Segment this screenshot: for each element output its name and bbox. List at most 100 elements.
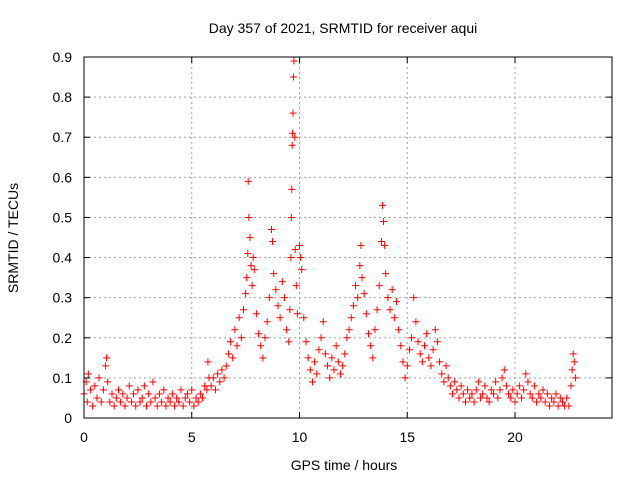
- data-point: [347, 314, 355, 322]
- data-point: [543, 390, 551, 398]
- data-point: [89, 402, 97, 410]
- data-point: [515, 382, 523, 390]
- data-point: [313, 370, 321, 378]
- data-point: [371, 326, 379, 334]
- data-point: [357, 242, 365, 250]
- data-point: [466, 394, 474, 402]
- data-point: [291, 133, 299, 141]
- data-point: [336, 370, 344, 378]
- y-tick-label: 0: [64, 410, 72, 426]
- data-point: [93, 394, 101, 402]
- data-point: [181, 394, 189, 402]
- data-point: [414, 338, 422, 346]
- data-point: [377, 238, 385, 246]
- y-tick-labels: 0 0.1 0.2 0.3 0.4 0.5 0.6 0.7 0.8 0.9: [53, 49, 73, 426]
- data-point: [272, 286, 280, 294]
- data-point: [99, 386, 107, 394]
- data-point: [416, 350, 424, 358]
- data-point: [142, 402, 150, 410]
- data-point: [436, 358, 444, 366]
- y-tick-label: 0.5: [53, 209, 73, 225]
- data-point: [433, 338, 441, 346]
- data-point: [289, 73, 297, 81]
- data-point: [481, 382, 489, 390]
- data-point: [102, 362, 110, 370]
- data-point: [438, 370, 446, 378]
- data-point: [431, 326, 439, 334]
- data-point: [306, 366, 314, 374]
- data-point: [380, 217, 388, 225]
- data-point: [360, 290, 368, 298]
- y-tick-label: 0.3: [53, 290, 73, 306]
- data-point: [505, 390, 513, 398]
- data-point: [227, 338, 235, 346]
- data-point: [468, 390, 476, 398]
- data-point: [487, 386, 495, 394]
- data-point: [343, 334, 351, 342]
- data-point: [362, 310, 370, 318]
- data-point: [319, 318, 327, 326]
- data-point: [502, 382, 510, 390]
- data-point: [207, 382, 215, 390]
- data-point: [140, 382, 148, 390]
- data-point: [117, 398, 125, 406]
- data-point: [558, 398, 566, 406]
- data-points: [80, 57, 579, 410]
- data-point: [239, 306, 247, 314]
- data-point: [474, 378, 482, 386]
- data-point: [296, 242, 304, 250]
- data-point: [563, 394, 571, 402]
- data-point: [158, 398, 166, 406]
- data-point: [270, 270, 278, 278]
- data-point: [330, 366, 338, 374]
- data-point: [164, 394, 172, 402]
- data-point: [231, 326, 239, 334]
- data-point: [127, 398, 135, 406]
- data-point: [288, 141, 296, 149]
- data-point: [84, 370, 92, 378]
- data-point: [289, 109, 297, 117]
- data-point: [339, 362, 347, 370]
- data-point: [552, 390, 560, 398]
- data-point: [155, 390, 163, 398]
- data-point: [317, 334, 325, 342]
- data-point: [83, 398, 91, 406]
- data-point: [517, 394, 525, 402]
- data-point: [179, 402, 187, 410]
- data-point: [287, 254, 295, 262]
- data-point: [114, 386, 122, 394]
- data-point: [132, 402, 140, 410]
- data-point: [326, 374, 334, 382]
- data-point: [186, 398, 194, 406]
- data-point: [384, 294, 392, 302]
- data-point: [289, 129, 297, 137]
- y-tick-label: 0.9: [53, 49, 73, 65]
- y-tick-label: 0.6: [53, 169, 73, 185]
- data-point: [390, 314, 398, 322]
- data-point: [203, 386, 211, 394]
- data-point: [492, 378, 500, 386]
- x-tick-label: 0: [80, 429, 88, 445]
- data-point: [550, 398, 558, 406]
- data-point: [121, 402, 129, 410]
- data-point: [209, 374, 217, 382]
- data-point: [103, 354, 111, 362]
- data-point: [373, 306, 381, 314]
- data-point: [427, 362, 435, 370]
- data-point: [246, 234, 254, 241]
- data-point: [194, 398, 202, 406]
- data-point: [349, 302, 357, 310]
- data-point: [171, 402, 179, 410]
- data-point: [446, 382, 454, 390]
- data-point: [211, 386, 219, 394]
- data-point: [533, 398, 541, 406]
- data-point: [496, 386, 504, 394]
- data-point: [498, 374, 506, 382]
- data-point: [548, 394, 556, 402]
- data-point: [134, 386, 142, 394]
- data-point: [541, 398, 549, 406]
- data-point: [459, 390, 467, 398]
- data-point: [244, 250, 252, 258]
- data-point: [315, 346, 323, 354]
- data-point: [509, 386, 517, 394]
